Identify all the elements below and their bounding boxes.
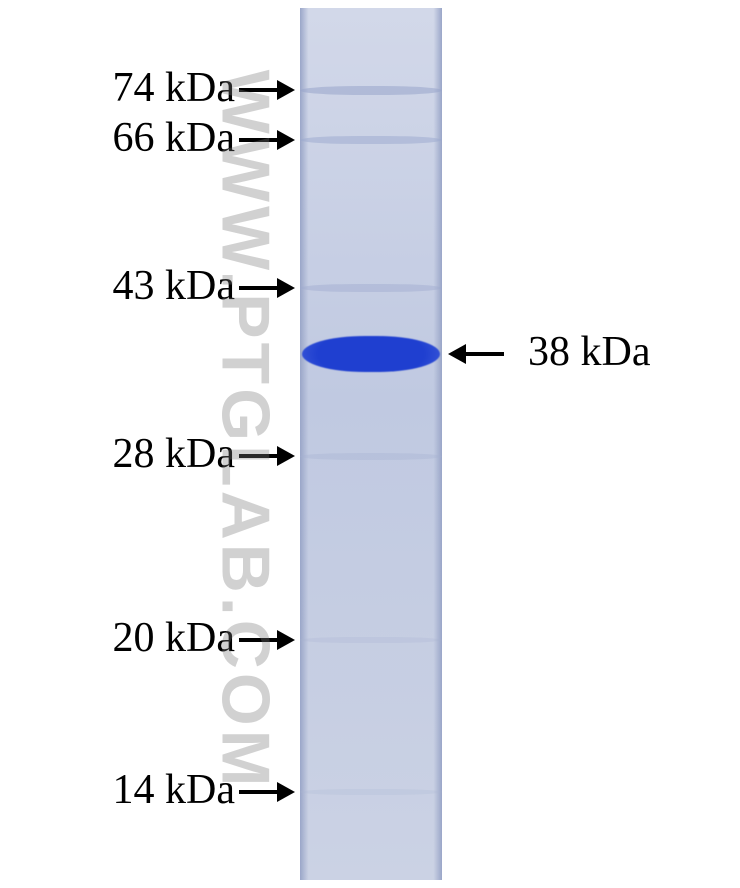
ladder-label: 20 kDa xyxy=(113,614,235,662)
ladder-band xyxy=(300,789,442,795)
ladder-label: 43 kDa xyxy=(113,262,235,310)
sample-band xyxy=(302,336,440,372)
gel-figure: 74 kDa66 kDa 43 kDa 28 kDa 20 kDa 14 kDa 38 … xyxy=(0,0,740,888)
ladder-band xyxy=(300,453,442,460)
ladder-label: 28 kDa xyxy=(113,430,235,478)
ladder-band xyxy=(300,284,442,292)
sample-band-label: 38 kDa xyxy=(528,328,650,376)
ladder-band xyxy=(300,637,442,643)
ladder-label: 74 kDa xyxy=(113,64,235,112)
ladder-label: 14 kDa xyxy=(113,766,235,814)
ladder-label: 66 kDa xyxy=(113,114,235,162)
ladder-band xyxy=(300,136,442,144)
ladder-band xyxy=(300,86,442,95)
